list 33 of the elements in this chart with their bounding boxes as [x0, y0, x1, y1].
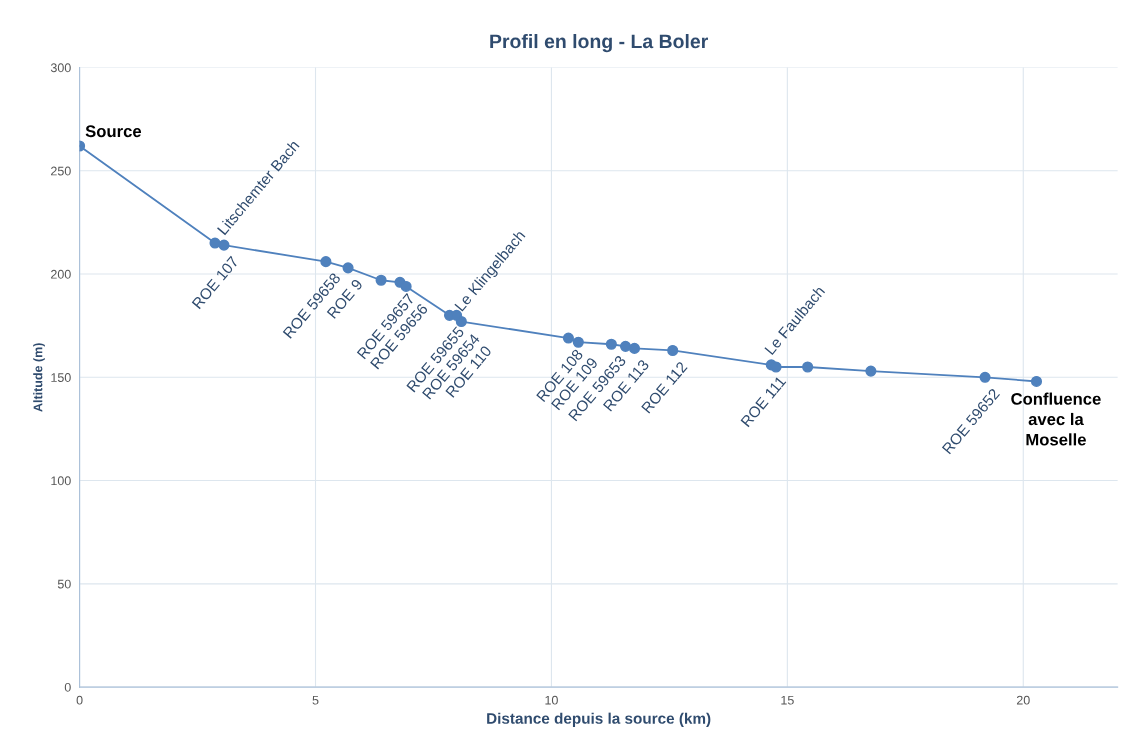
y-tick-label: 50 [57, 579, 71, 589]
chart-title: Profil en long - La Boler [490, 33, 708, 53]
point [400, 280, 412, 292]
x-tick-label: 10 [545, 695, 558, 705]
point [802, 361, 814, 373]
annotation: Source [85, 125, 142, 138]
x-tick-label: 0 [76, 695, 83, 705]
y-tick-label: 0 [64, 682, 71, 692]
point [865, 365, 877, 377]
point [218, 239, 230, 251]
y-tick-label: 300 [50, 63, 71, 73]
y-tick-label: 100 [51, 476, 71, 486]
y-axis-title: Altitude (m) [33, 343, 45, 412]
x-axis-title: Distance depuis la source (km) [487, 712, 711, 727]
point [605, 338, 617, 350]
x-tick-label: 20 [1016, 695, 1030, 705]
point [667, 344, 679, 357]
annotation: Confluence avec la Moselle [1011, 392, 1101, 446]
y-tick-label: 150 [51, 373, 71, 382]
x-tick-label: 5 [312, 695, 319, 705]
y-tick-label: 200 [51, 269, 71, 279]
point [375, 274, 387, 286]
point [628, 342, 641, 354]
point [572, 336, 584, 348]
point [979, 371, 991, 383]
x-tick-label: 15 [781, 695, 794, 705]
point [770, 361, 782, 373]
y-tick-label: 250 [51, 166, 71, 176]
point [562, 332, 574, 344]
point [320, 256, 332, 268]
point [342, 262, 354, 274]
point [1030, 375, 1043, 387]
point [619, 340, 632, 352]
